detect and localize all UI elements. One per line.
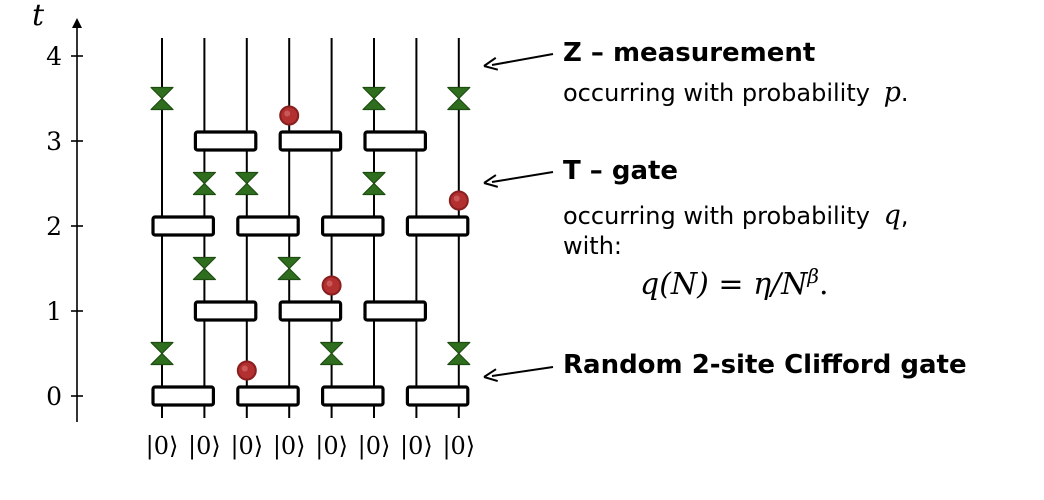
axis-tick-label: 2 bbox=[46, 212, 62, 241]
annotation-arrows bbox=[483, 53, 554, 383]
t-gate-desc: occurring with probability q, bbox=[563, 200, 909, 231]
t-gate-formula-suffix: . bbox=[818, 267, 829, 302]
axis-tick-label: 0 bbox=[46, 382, 62, 411]
z-measurement-icon bbox=[192, 171, 216, 196]
clifford-gate-layer bbox=[151, 130, 470, 407]
z-measurement-icon bbox=[362, 86, 386, 111]
z-measurement-icon bbox=[447, 86, 471, 111]
axis-arrowhead-icon bbox=[72, 18, 82, 28]
arrowhead-icon bbox=[483, 368, 499, 383]
z-measurement-desc-text: occurring with probability bbox=[563, 79, 870, 107]
t-gate-title: T – gate bbox=[563, 156, 679, 186]
z-measurement-icon bbox=[235, 171, 259, 196]
arrowhead-icon bbox=[483, 57, 499, 71]
clifford-gate bbox=[321, 385, 385, 407]
z-measurement-suffix: . bbox=[900, 79, 909, 107]
input-state-label: |0⟩ bbox=[442, 432, 475, 461]
annotation-arrow bbox=[491, 171, 554, 183]
clifford-gate bbox=[151, 215, 216, 237]
input-state-label: |0⟩ bbox=[315, 432, 348, 461]
input-state-label: |0⟩ bbox=[273, 432, 306, 461]
clifford-gate bbox=[193, 130, 258, 152]
t-gate-formula: q(N) = η/Nβ. bbox=[640, 264, 829, 302]
clifford-gate bbox=[278, 300, 343, 322]
t-gate-highlight bbox=[241, 365, 248, 372]
z-measurement-symbol: p bbox=[883, 77, 901, 108]
annotation-arrow bbox=[491, 53, 554, 66]
t-gate-highlight bbox=[326, 280, 333, 287]
arrowhead-icon bbox=[483, 174, 499, 188]
clifford-gate bbox=[193, 300, 258, 322]
t-gate-formula-exponent: β bbox=[807, 264, 819, 288]
input-state-label: |0⟩ bbox=[358, 432, 391, 461]
input-state-label: |0⟩ bbox=[230, 432, 263, 461]
input-state-label: |0⟩ bbox=[188, 432, 221, 461]
input-state-label: |0⟩ bbox=[146, 432, 179, 461]
marker-layer bbox=[150, 86, 471, 381]
t-gate-desc-text: occurring with probability bbox=[563, 202, 870, 230]
clifford-title: Random 2-site Clifford gate bbox=[563, 350, 967, 380]
clifford-gate bbox=[151, 385, 216, 407]
z-measurement-icon bbox=[362, 171, 386, 196]
z-measurement-icon bbox=[447, 341, 471, 366]
t-gate-symbol: q bbox=[883, 200, 901, 231]
axis-tick-label: 1 bbox=[46, 297, 62, 326]
time-axis: 0 1 2 3 4 bbox=[46, 18, 83, 422]
z-measurement-icon bbox=[192, 256, 216, 281]
z-measurement-icon bbox=[150, 341, 174, 366]
z-measurement-icon bbox=[150, 86, 174, 111]
t-gate-with: with: bbox=[563, 232, 623, 260]
axis-label: t bbox=[32, 0, 45, 33]
clifford-gate bbox=[236, 215, 300, 237]
clifford-gate bbox=[363, 300, 428, 322]
annotation-arrow bbox=[491, 366, 554, 377]
input-state-label: |0⟩ bbox=[400, 432, 433, 461]
clifford-gate bbox=[278, 130, 343, 152]
axis-tick-label: 4 bbox=[46, 42, 62, 71]
t-gate-formula-main: q(N) = η/N bbox=[640, 267, 808, 302]
z-measurement-icon bbox=[320, 341, 344, 366]
axis-tick-label: 3 bbox=[46, 127, 62, 156]
t-gate-suffix: , bbox=[900, 202, 909, 230]
z-measurement-icon bbox=[277, 256, 301, 281]
z-measurement-desc: occurring with probability p. bbox=[563, 77, 909, 108]
clifford-gate bbox=[236, 385, 300, 407]
t-gate-highlight bbox=[453, 195, 460, 202]
clifford-gate bbox=[363, 130, 428, 152]
t-gate-highlight bbox=[284, 110, 291, 117]
clifford-gate bbox=[321, 215, 385, 237]
clifford-gate bbox=[405, 215, 470, 237]
z-measurement-title: Z – measurement bbox=[563, 38, 816, 68]
clifford-gate bbox=[405, 385, 470, 407]
